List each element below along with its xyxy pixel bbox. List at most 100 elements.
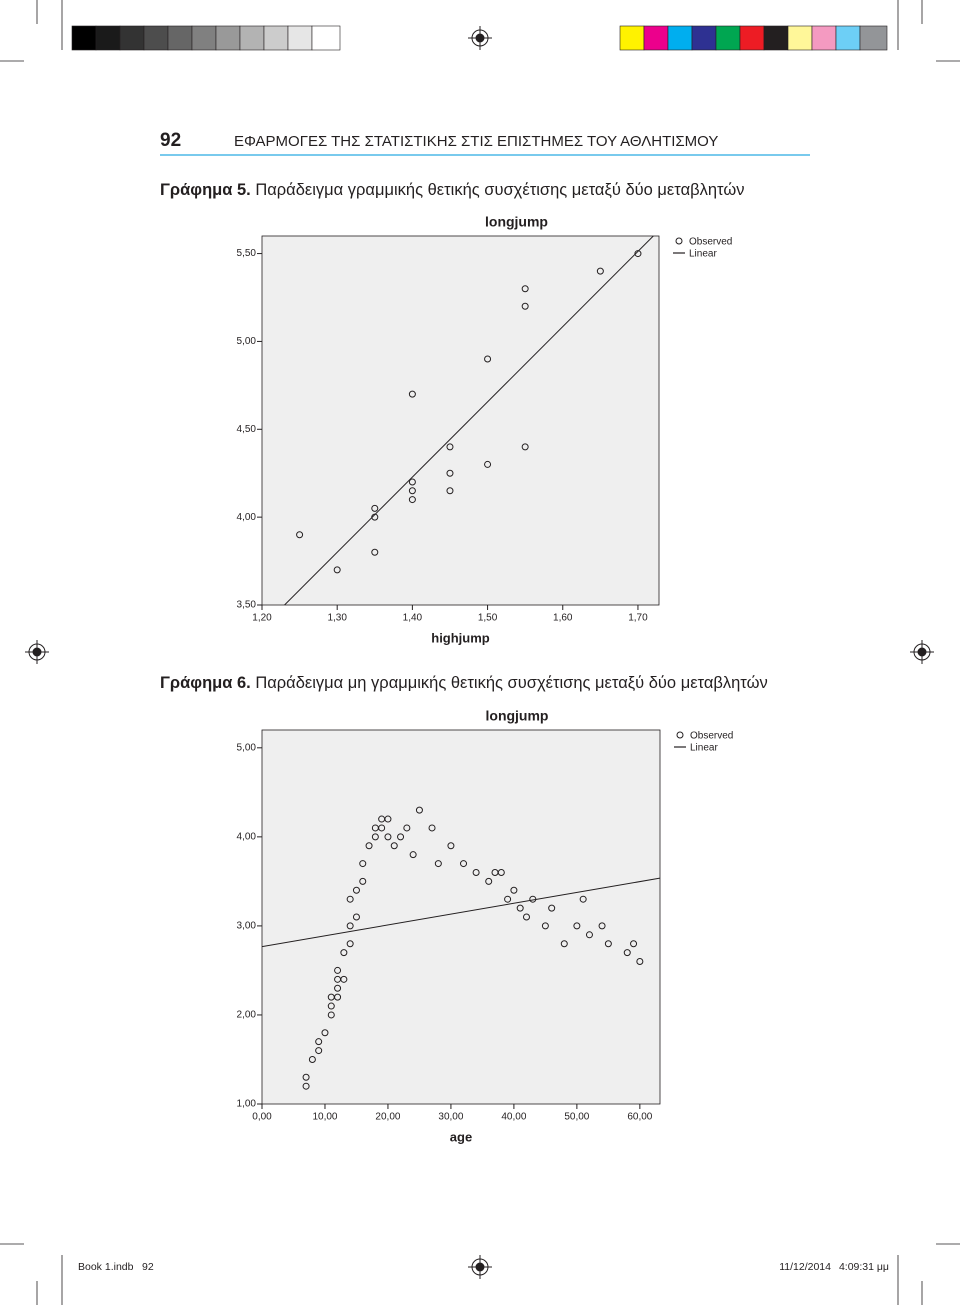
point bbox=[378, 824, 386, 832]
point bbox=[408, 496, 416, 504]
legend-label: Observed bbox=[689, 237, 732, 248]
point bbox=[390, 842, 398, 850]
point bbox=[516, 904, 524, 912]
point bbox=[340, 975, 348, 983]
plot-area bbox=[261, 729, 661, 1105]
point bbox=[365, 842, 373, 850]
x-tick-label: 0,00 bbox=[252, 1112, 272, 1123]
point bbox=[371, 504, 379, 512]
point bbox=[446, 487, 454, 495]
x-axis-label: age bbox=[450, 1129, 472, 1144]
point bbox=[560, 940, 568, 948]
point bbox=[630, 940, 638, 948]
y-tick-label: 4,50 bbox=[237, 424, 257, 435]
point bbox=[521, 302, 529, 310]
point bbox=[484, 355, 492, 363]
x-tick-label: 40,00 bbox=[501, 1112, 526, 1123]
point bbox=[327, 1002, 335, 1010]
gray-bar bbox=[71, 25, 341, 51]
point bbox=[447, 842, 455, 850]
x-tick-label: 1,60 bbox=[553, 613, 573, 624]
point bbox=[315, 1047, 323, 1055]
point bbox=[408, 478, 416, 486]
legend-label: Linear bbox=[689, 249, 717, 260]
point bbox=[428, 824, 436, 832]
y-tick-label: 4,00 bbox=[237, 512, 257, 523]
point bbox=[522, 913, 530, 921]
running-title: ΕΦΑΡΜΟΓΕΣ ΤΗΣ ΣΤΑΤΙΣΤΙΚΗΣ ΣΤΙΣ ΕΠΙΣΤΗΜΕΣ… bbox=[234, 133, 718, 150]
figure-label: Γράφημα 5. bbox=[160, 181, 251, 199]
point bbox=[504, 895, 512, 903]
chart-title: longjump bbox=[485, 214, 548, 230]
point bbox=[460, 860, 468, 868]
point bbox=[579, 895, 587, 903]
point bbox=[548, 904, 556, 912]
scatter-chart: longjump age 1,00 2,00 3,00 4,00 5,00 0,00 10,00… bbox=[237, 708, 734, 1145]
x-tick-label: 20,00 bbox=[375, 1112, 400, 1123]
chart-title: longjump bbox=[486, 708, 549, 724]
x-axis-label: highjump bbox=[431, 630, 490, 645]
legend-label: Observed bbox=[690, 731, 733, 742]
point bbox=[333, 566, 341, 574]
point bbox=[585, 931, 593, 939]
point bbox=[472, 868, 480, 876]
caption-text: Παράδειγμα μη γραμμικής θετικής συσχέτισ… bbox=[255, 674, 767, 692]
y-tick-label: 5,50 bbox=[237, 248, 257, 259]
registration-marks bbox=[25, 26, 934, 1279]
point bbox=[359, 877, 367, 885]
y-tick-label: 5,00 bbox=[237, 742, 257, 753]
figure-caption: Γράφημα 6. Παράδειγμα μη γραμμικής θετικ… bbox=[160, 674, 768, 692]
point bbox=[446, 443, 454, 451]
point bbox=[521, 443, 529, 451]
point bbox=[446, 469, 454, 477]
legend-marker bbox=[675, 237, 683, 245]
point bbox=[315, 1038, 323, 1046]
point bbox=[384, 833, 392, 841]
point bbox=[397, 833, 405, 841]
legend-marker bbox=[676, 731, 684, 739]
point bbox=[296, 531, 304, 539]
y-tick-label: 1,00 bbox=[237, 1099, 257, 1110]
plot-area bbox=[261, 235, 660, 606]
point bbox=[596, 267, 604, 275]
point bbox=[510, 886, 518, 894]
fit-line bbox=[283, 236, 655, 605]
point bbox=[484, 460, 492, 468]
point bbox=[408, 390, 416, 398]
x-tick-label: 1,50 bbox=[478, 613, 498, 624]
x-tick-label: 1,70 bbox=[628, 613, 648, 624]
point bbox=[634, 250, 642, 258]
point bbox=[334, 993, 342, 1001]
point bbox=[302, 1073, 310, 1081]
x-tick-label: 60,00 bbox=[627, 1112, 652, 1123]
point bbox=[409, 851, 417, 859]
point bbox=[408, 487, 416, 495]
point bbox=[359, 860, 367, 868]
x-tick-label: 10,00 bbox=[312, 1112, 337, 1123]
fit-line bbox=[262, 877, 660, 948]
x-tick-label: 30,00 bbox=[438, 1112, 463, 1123]
point bbox=[308, 1055, 316, 1063]
color-bar bbox=[619, 25, 888, 51]
point bbox=[434, 860, 442, 868]
point bbox=[340, 949, 348, 957]
y-tick-label: 4,00 bbox=[237, 831, 257, 842]
x-tick-label: 50,00 bbox=[564, 1112, 589, 1123]
x-tick-label: 1,40 bbox=[403, 613, 423, 624]
page-number: 92 bbox=[160, 130, 181, 151]
footer-file: Book 1.indb bbox=[78, 1261, 134, 1273]
x-tick-label: 1,30 bbox=[327, 613, 347, 624]
point bbox=[541, 922, 549, 930]
point bbox=[334, 984, 342, 992]
caption-text: Παράδειγμα γραμμικής θετικής συσχέτισης … bbox=[255, 181, 744, 199]
point bbox=[352, 913, 360, 921]
point bbox=[521, 285, 529, 293]
point bbox=[636, 958, 644, 966]
scatter-chart: longjump highjump 3,50 4,00 4,50 5,00 5,50 1,20… bbox=[237, 214, 733, 646]
point bbox=[384, 815, 392, 823]
footer-date: 11/12/2014 bbox=[779, 1261, 831, 1273]
point bbox=[604, 940, 612, 948]
